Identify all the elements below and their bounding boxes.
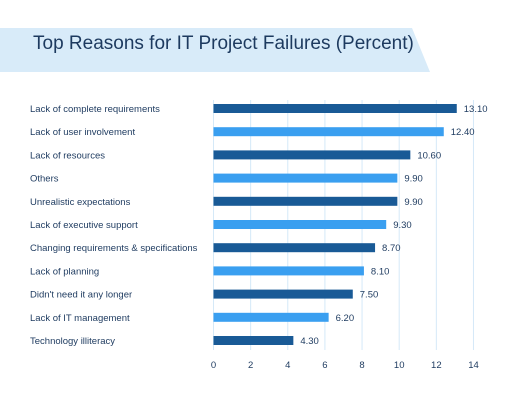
category-label: Lack of resources bbox=[30, 150, 105, 161]
bar bbox=[213, 336, 294, 345]
bar bbox=[213, 220, 387, 229]
category-label: Lack of executive support bbox=[30, 220, 138, 231]
bar bbox=[213, 173, 398, 183]
category-label: Technology illiteracy bbox=[30, 336, 115, 347]
x-tick-label: 2 bbox=[248, 360, 253, 371]
x-tick-label: 4 bbox=[285, 360, 290, 371]
value-label: 9.90 bbox=[404, 174, 423, 185]
x-tick-label: 14 bbox=[468, 360, 479, 371]
category-label: Lack of planning bbox=[30, 266, 99, 277]
value-label: 10.60 bbox=[417, 150, 441, 161]
value-label: 8.10 bbox=[371, 266, 390, 277]
value-label: 13.10 bbox=[464, 104, 488, 115]
value-label: 9.90 bbox=[404, 197, 423, 208]
category-label: Others bbox=[30, 174, 59, 185]
x-tick-label: 10 bbox=[394, 360, 405, 371]
tick-layer: 0 2 4 6 8 10 12 14 bbox=[211, 360, 479, 371]
category-label: Lack of IT management bbox=[30, 313, 130, 324]
title-banner bbox=[0, 28, 430, 72]
label-layer: Lack of complete requirements 13.10 Lack o… bbox=[30, 104, 488, 347]
category-label: Didn't need it any longer bbox=[30, 290, 132, 301]
value-label: 9.30 bbox=[393, 220, 412, 231]
category-label: Lack of complete requirements bbox=[30, 104, 160, 115]
bar bbox=[213, 127, 444, 137]
bar-layer bbox=[213, 104, 457, 345]
bar bbox=[213, 312, 329, 322]
bar bbox=[213, 266, 364, 276]
x-tick-label: 6 bbox=[322, 360, 327, 371]
x-tick-label: 8 bbox=[359, 360, 364, 371]
bar bbox=[213, 150, 411, 160]
value-label: 6.20 bbox=[336, 313, 355, 324]
x-tick-label: 12 bbox=[431, 360, 442, 371]
bar bbox=[213, 104, 457, 113]
category-label: Unrealistic expectations bbox=[30, 197, 131, 208]
bar bbox=[213, 289, 353, 299]
value-label: 8.70 bbox=[382, 243, 401, 254]
x-tick-label: 0 bbox=[211, 360, 216, 371]
bar bbox=[213, 243, 376, 253]
grid-layer bbox=[213, 100, 474, 350]
value-label: 12.40 bbox=[451, 127, 475, 138]
chart-title: Top Reasons for IT Project Failures (Per… bbox=[33, 33, 414, 54]
value-label: 4.30 bbox=[300, 336, 319, 347]
category-label: Changing requirements & specifications bbox=[30, 243, 198, 254]
title-banner-shape bbox=[0, 28, 430, 72]
bar bbox=[213, 196, 398, 206]
category-label: Lack of user involvement bbox=[30, 127, 135, 138]
value-label: 7.50 bbox=[360, 290, 379, 301]
